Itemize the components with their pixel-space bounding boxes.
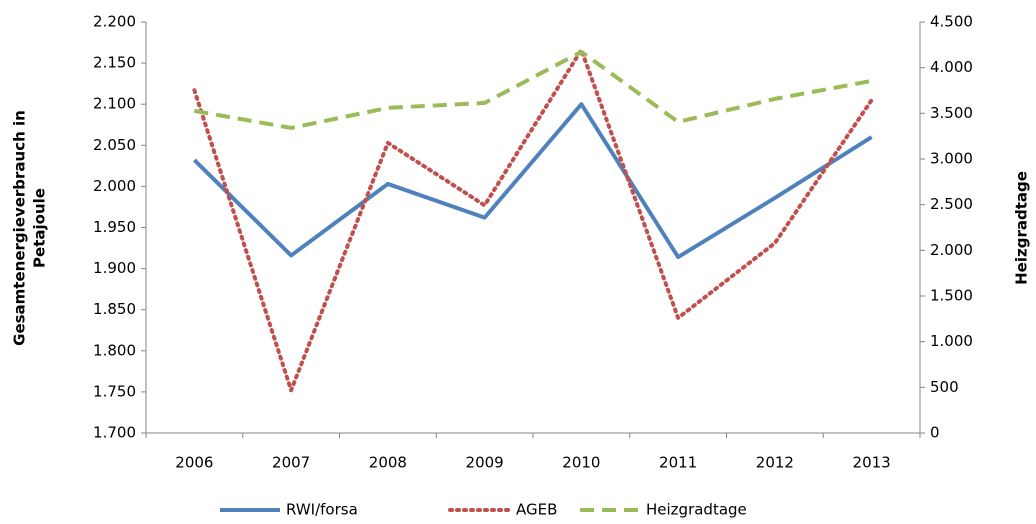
y-tick-label: 1.700 [93,424,136,442]
legend-label: Heizgradtage [646,501,747,519]
y2-tick-label: 500 [930,378,959,396]
legend-label: RWI/forsa [286,501,358,519]
y-axis-title: Petajoule [31,188,49,268]
legend-label: AGEB [516,501,557,519]
x-tick-label: 2012 [756,454,794,472]
line-series [192,47,874,393]
x-tick-label: 2008 [369,454,407,472]
y2-axis-title: Heizgradtage [1013,171,1031,285]
y2-tick-label: 0 [930,424,940,442]
y2-tick-label: 3.500 [930,104,973,122]
y2-tick-label: 1.000 [930,332,973,350]
y-tick-label: 2.150 [93,54,136,72]
y-tick-label: 2.200 [93,13,136,31]
x-tick-label: 2011 [659,454,697,472]
y-tick-label: 1.900 [93,259,136,277]
y2-tick-label: 3.000 [930,150,973,168]
y-tick-label: 1.850 [93,300,136,318]
y2-tick-label: 4.500 [930,13,973,31]
y-tick-label: 2.050 [93,136,136,154]
line-series [192,102,873,260]
x-tick-label: 2007 [272,454,310,472]
y-tick-label: 1.800 [93,341,136,359]
y-tick-label: 1.750 [93,382,136,400]
y2-tick-label: 2.000 [930,241,973,259]
y2-tick-label: 4.000 [930,58,973,76]
y-axis-title: Gesamtenergieverbrauch in [11,110,29,346]
x-tick-label: 2010 [562,454,600,472]
y2-tick-label: 2.500 [930,195,973,213]
y-tick-label: 2.000 [93,177,136,195]
y2-tick-label: 1.500 [930,287,973,305]
y-tick-label: 1.950 [93,218,136,236]
x-tick-label: 2006 [175,454,213,472]
line-series [194,49,872,130]
x-tick-label: 2009 [466,454,504,472]
x-tick-label: 2013 [853,454,891,472]
y-tick-label: 2.100 [93,95,136,113]
